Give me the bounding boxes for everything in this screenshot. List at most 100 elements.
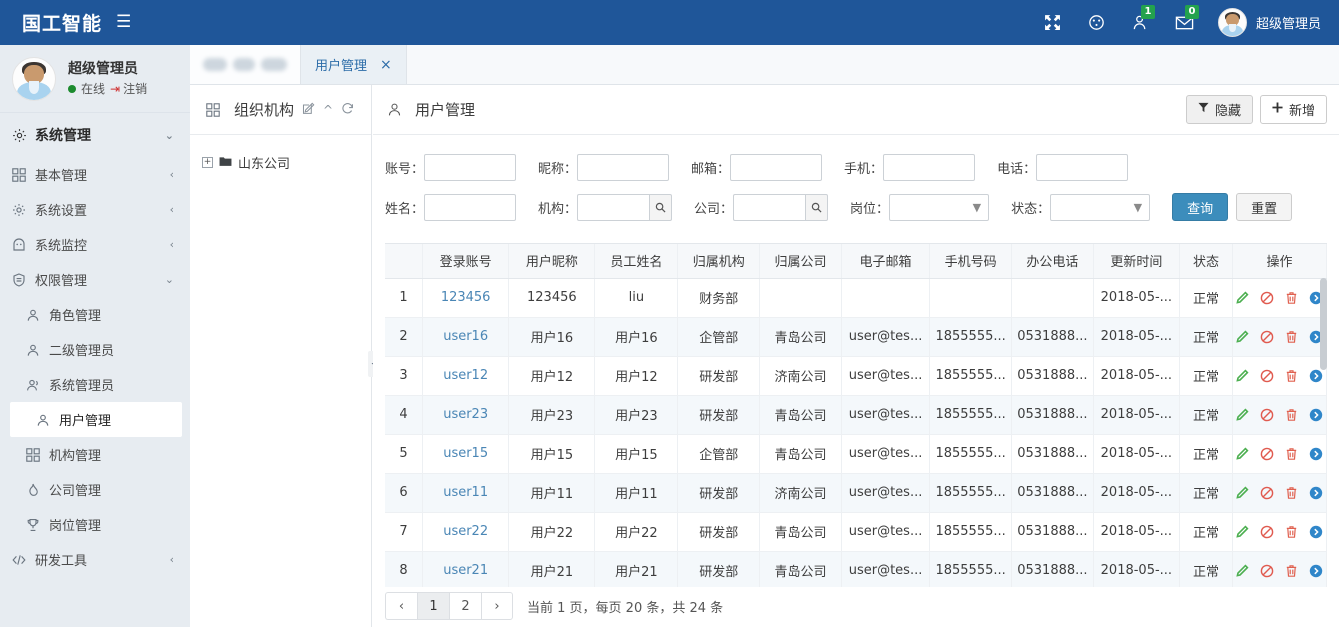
edit-pencil-icon[interactable] (1235, 368, 1250, 383)
edit-icon[interactable] (302, 102, 315, 118)
nickname-input[interactable] (577, 153, 670, 181)
delete-trash-icon[interactable] (1285, 369, 1298, 383)
detail-arrow-icon[interactable] (1309, 330, 1323, 344)
collapse-up-icon[interactable]: ^ (323, 102, 334, 117)
table-row[interactable]: 7 user22 用户22 用户22 研发部 青岛公司 user@tes... 1855555… (385, 512, 1327, 552)
sidebar-item-8[interactable]: 机构管理 (0, 437, 190, 472)
dashboard-icon[interactable] (1086, 12, 1108, 34)
delete-trash-icon[interactable] (1285, 408, 1298, 422)
disable-ban-icon[interactable] (1260, 564, 1274, 578)
sidebar-item-7[interactable]: 用户管理 (10, 402, 182, 437)
pagination-page-1[interactable]: 1 (417, 592, 449, 620)
sidebar-item-2[interactable]: 系统监控 ‹ (0, 227, 190, 262)
sidebar-item-4[interactable]: 角色管理 (0, 297, 190, 332)
cell-idx: 5 (385, 434, 424, 474)
edit-pencil-icon[interactable] (1235, 329, 1250, 344)
sidebar-item-10[interactable]: 岗位管理 (0, 507, 190, 542)
cell-account[interactable]: user23 (422, 395, 510, 435)
table-row[interactable]: 1 123456 123456 liu 财务部 2018-05-... 正常 (385, 278, 1327, 318)
detail-arrow-icon[interactable] (1309, 369, 1323, 383)
hamburger-icon[interactable]: ☰ (116, 12, 132, 32)
tab-placeholder[interactable] (190, 45, 300, 84)
user-notifications-icon[interactable]: 1 (1130, 4, 1155, 34)
disable-ban-icon[interactable] (1260, 291, 1274, 305)
table-row[interactable]: 4 user23 用户23 用户23 研发部 青岛公司 user@tes... 1855555… (385, 395, 1327, 435)
expand-plus-icon[interactable]: + (202, 157, 213, 168)
cell-account[interactable]: user16 (422, 317, 510, 357)
tree-node-shandong[interactable]: + 山东公司 (202, 153, 371, 172)
position-select[interactable]: ▼ (889, 193, 990, 221)
cell-account[interactable]: user11 (422, 473, 510, 513)
search-reset-button[interactable]: 重置 (1236, 193, 1293, 221)
mobile-input[interactable] (883, 153, 976, 181)
pagination-page-2[interactable]: 2 (449, 592, 481, 620)
sidebar-item-5[interactable]: 二级管理员 (0, 332, 190, 367)
detail-arrow-icon[interactable] (1309, 447, 1323, 461)
sidebar-item-9[interactable]: 公司管理 (0, 472, 190, 507)
disable-ban-icon[interactable] (1260, 486, 1274, 500)
table-row[interactable]: 2 user16 用户16 用户16 企管部 青岛公司 user@tes... 1855555… (385, 317, 1327, 357)
fullscreen-icon[interactable] (1042, 12, 1064, 34)
edit-pencil-icon[interactable] (1235, 563, 1250, 578)
delete-trash-icon[interactable] (1285, 486, 1298, 500)
close-icon[interactable]: × (380, 56, 392, 73)
name-input[interactable] (424, 193, 517, 221)
cell-account[interactable]: user22 (422, 512, 510, 552)
search-submit-button[interactable]: 查询 (1172, 193, 1229, 221)
add-button[interactable]: 新增 (1259, 95, 1327, 124)
edit-pencil-icon[interactable] (1235, 446, 1250, 461)
scrollbar-thumb[interactable] (1320, 278, 1327, 370)
tab-user-management[interactable]: 用户管理 × (300, 45, 407, 84)
delete-trash-icon[interactable] (1285, 330, 1298, 344)
edit-pencil-icon[interactable] (1235, 485, 1250, 500)
disable-ban-icon[interactable] (1260, 369, 1274, 383)
logout-button[interactable]: ⇥ 注销 (110, 80, 147, 98)
delete-trash-icon[interactable] (1285, 564, 1298, 578)
delete-trash-icon[interactable] (1285, 525, 1298, 539)
delete-trash-icon[interactable] (1285, 291, 1298, 305)
sidebar-item-1[interactable]: 系统设置 ‹ (0, 192, 190, 227)
email-input[interactable] (730, 153, 823, 181)
delete-trash-icon[interactable] (1285, 447, 1298, 461)
status-select[interactable]: ▼ (1050, 193, 1151, 221)
cell-account[interactable]: user15 (422, 434, 510, 474)
refresh-icon[interactable] (341, 102, 354, 118)
table-row[interactable]: 8 user21 用户21 用户21 研发部 青岛公司 user@tes... 1855555… (385, 551, 1327, 587)
messages-envelope-icon[interactable]: 0 (1174, 4, 1199, 34)
search-icon[interactable] (805, 193, 829, 221)
edit-pencil-icon[interactable] (1235, 407, 1250, 422)
org-picker[interactable] (577, 193, 650, 221)
topbar-user-menu[interactable]: 超级管理员 (1217, 8, 1321, 37)
sidebar-item-6[interactable]: 系统管理员 (0, 367, 190, 402)
cell-account[interactable]: 123456 (422, 278, 510, 318)
hide-button[interactable]: 隐藏 (1185, 95, 1253, 124)
table-vertical-scrollbar[interactable] (1320, 278, 1327, 587)
detail-arrow-icon[interactable] (1309, 408, 1323, 422)
cell-account[interactable]: user12 (422, 356, 510, 396)
detail-arrow-icon[interactable] (1309, 486, 1323, 500)
sidebar-item-3[interactable]: 权限管理 ⌄ (0, 262, 190, 297)
account-input[interactable] (424, 153, 517, 181)
table-row[interactable]: 6 user11 用户11 用户11 研发部 济南公司 user@tes... 1855555… (385, 473, 1327, 513)
edit-pencil-icon[interactable] (1235, 290, 1250, 305)
disable-ban-icon[interactable] (1260, 447, 1274, 461)
detail-arrow-icon[interactable] (1309, 525, 1323, 539)
detail-arrow-icon[interactable] (1309, 564, 1323, 578)
disable-ban-icon[interactable] (1260, 408, 1274, 422)
cell-company: 青岛公司 (759, 551, 842, 587)
detail-arrow-icon[interactable] (1309, 291, 1323, 305)
disable-ban-icon[interactable] (1260, 525, 1274, 539)
search-icon[interactable] (649, 193, 673, 221)
company-picker[interactable] (733, 193, 806, 221)
table-row[interactable]: 3 user12 用户12 用户12 研发部 济南公司 user@tes... 1855555… (385, 356, 1327, 396)
cell-account[interactable]: user21 (422, 551, 510, 587)
edit-pencil-icon[interactable] (1235, 524, 1250, 539)
disable-ban-icon[interactable] (1260, 330, 1274, 344)
pagination-prev[interactable]: ‹ (385, 592, 417, 620)
sidebar-item-0[interactable]: 基本管理 ‹ (0, 157, 190, 192)
phone-input[interactable] (1036, 153, 1129, 181)
pagination-next[interactable]: › (481, 592, 513, 620)
sidebar-group-system-management[interactable]: 系统管理 ⌄ (0, 113, 190, 157)
sidebar-item-11[interactable]: 研发工具 ‹ (0, 542, 190, 577)
table-row[interactable]: 5 user15 用户15 用户15 企管部 青岛公司 user@tes... 1855555… (385, 434, 1327, 474)
